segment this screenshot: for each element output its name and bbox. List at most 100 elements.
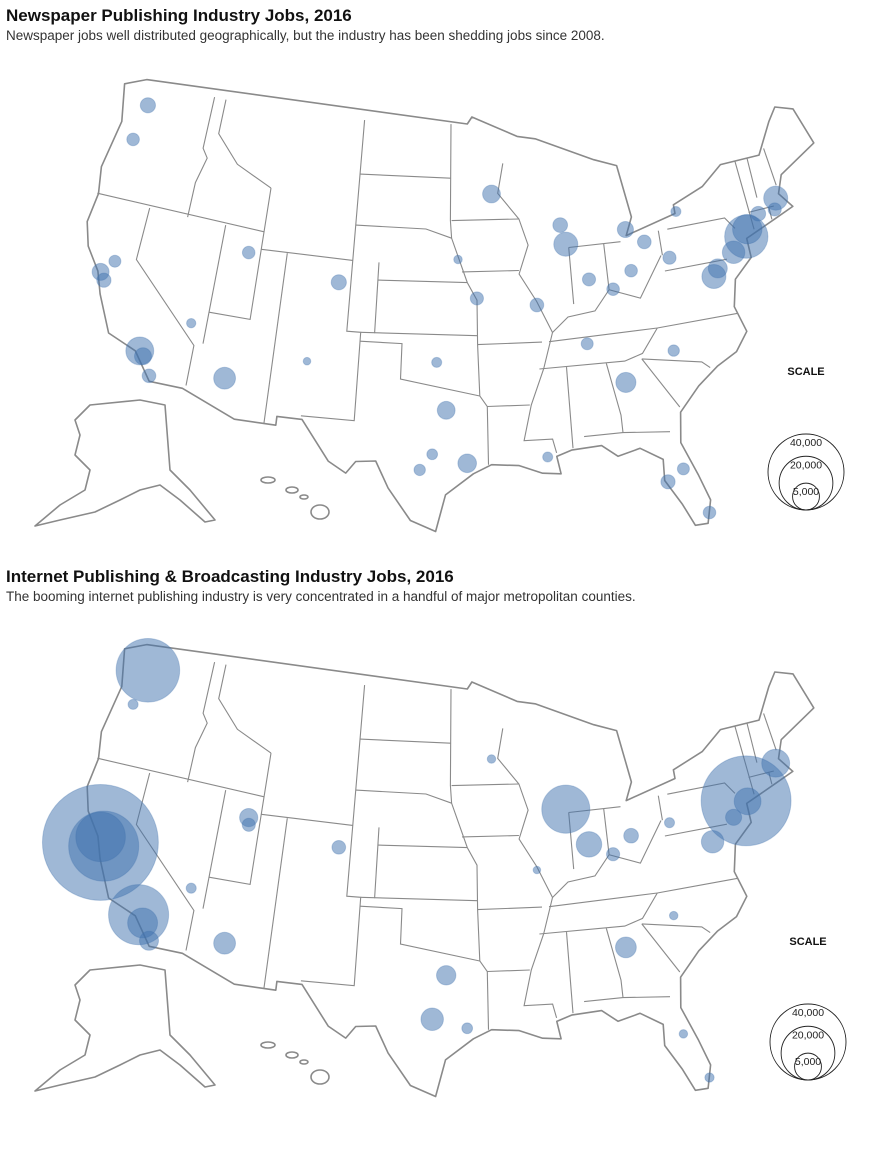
- hawaii-island: [260, 476, 276, 484]
- state-border: [657, 230, 663, 256]
- job-bubble: [413, 463, 426, 477]
- job-bubble: [761, 748, 791, 778]
- job-bubble: [75, 811, 126, 863]
- job-bubble: [461, 1022, 474, 1035]
- state-border: [202, 789, 227, 909]
- state-border: [208, 188, 272, 321]
- map-subtitle: Newspaper jobs well distributed geograph…: [6, 28, 605, 43]
- state-border: [603, 243, 610, 290]
- scale-label: 40,000: [790, 437, 822, 449]
- job-bubble: [185, 882, 197, 894]
- scale-title: SCALE: [789, 936, 826, 948]
- job-bubble: [436, 965, 457, 986]
- state-border: [568, 247, 575, 305]
- state-border: [261, 813, 353, 826]
- scale-circle: [794, 1052, 822, 1081]
- scale-label: 5,000: [793, 486, 819, 498]
- state-border: [477, 341, 543, 346]
- job-bubble: [623, 827, 639, 844]
- state-border: [97, 192, 265, 233]
- job-bubble: [542, 451, 554, 463]
- job-bubble: [436, 400, 456, 420]
- map-title: Internet Publishing & Broadcasting Indus…: [6, 567, 454, 586]
- state-border: [641, 358, 681, 408]
- hawaii-island: [310, 1069, 330, 1085]
- job-bubble: [660, 474, 676, 490]
- job-bubble: [733, 787, 762, 816]
- state-border: [202, 224, 227, 344]
- state-border: [187, 96, 216, 218]
- state-border: [584, 431, 671, 438]
- state-border: [451, 783, 519, 787]
- hawaii-island: [260, 1041, 276, 1049]
- state-border: [552, 255, 662, 333]
- state-border: [360, 738, 451, 744]
- job-bubble: [139, 930, 159, 951]
- job-bubble: [725, 808, 743, 826]
- hawaii-island: [285, 1051, 299, 1059]
- state-border: [477, 906, 543, 911]
- state-border: [263, 818, 288, 989]
- hawaii-island: [310, 504, 330, 520]
- state-border: [218, 99, 272, 189]
- job-bubble: [606, 847, 621, 862]
- state-border: [584, 996, 671, 1003]
- country-outline: [86, 643, 815, 1098]
- job-bubble: [606, 282, 620, 297]
- job-bubble: [662, 250, 677, 265]
- map: [34, 638, 815, 1098]
- state-border: [497, 728, 558, 1019]
- job-bubble: [108, 254, 122, 268]
- job-bubble: [581, 272, 597, 287]
- state-border: [565, 932, 574, 1014]
- job-bubble: [126, 132, 140, 147]
- job-bubble: [575, 831, 603, 858]
- scale-label: 5,000: [795, 1056, 821, 1068]
- job-bubble: [614, 936, 637, 959]
- job-bubble: [580, 337, 594, 351]
- state-border: [135, 772, 195, 951]
- state-border: [746, 723, 758, 763]
- state-border: [565, 367, 574, 449]
- job-bubble: [704, 1072, 715, 1083]
- job-bubble: [616, 220, 634, 239]
- map-title: Newspaper Publishing Industry Jobs, 2016: [6, 6, 352, 25]
- job-bubble: [636, 234, 652, 250]
- scale-label: 40,000: [792, 1007, 824, 1019]
- hawaii-island: [285, 486, 299, 494]
- state-border: [377, 279, 468, 284]
- job-bubble: [213, 931, 237, 955]
- job-bubble: [241, 245, 256, 260]
- state-border: [552, 820, 662, 898]
- state-border: [605, 928, 624, 998]
- job-bubble: [134, 347, 152, 366]
- job-bubble: [668, 910, 679, 921]
- state-border: [451, 218, 519, 222]
- country-outline: [86, 78, 815, 533]
- state-border: [449, 689, 490, 1030]
- job-bubble: [529, 297, 545, 313]
- job-bubble: [431, 356, 443, 368]
- job-bubble: [663, 817, 676, 829]
- state-border: [497, 163, 558, 454]
- job-bubble: [552, 217, 569, 233]
- state-border: [374, 827, 380, 899]
- job-bubble: [127, 698, 139, 710]
- job-bubble: [186, 318, 197, 329]
- job-bubble: [678, 1029, 689, 1039]
- job-bubble: [482, 184, 501, 204]
- state-border: [539, 892, 658, 935]
- job-bubble: [700, 829, 725, 854]
- job-bubble: [213, 366, 237, 390]
- state-border: [461, 269, 519, 273]
- job-bubble: [115, 638, 181, 703]
- job-bubble: [139, 97, 156, 114]
- job-bubble: [469, 291, 484, 306]
- state-border: [187, 661, 216, 783]
- scale-label: 20,000: [790, 459, 822, 471]
- job-bubble: [486, 754, 497, 764]
- job-bubble: [96, 272, 112, 288]
- job-bubble: [702, 505, 717, 520]
- state-border: [763, 713, 777, 751]
- state-border: [641, 923, 711, 934]
